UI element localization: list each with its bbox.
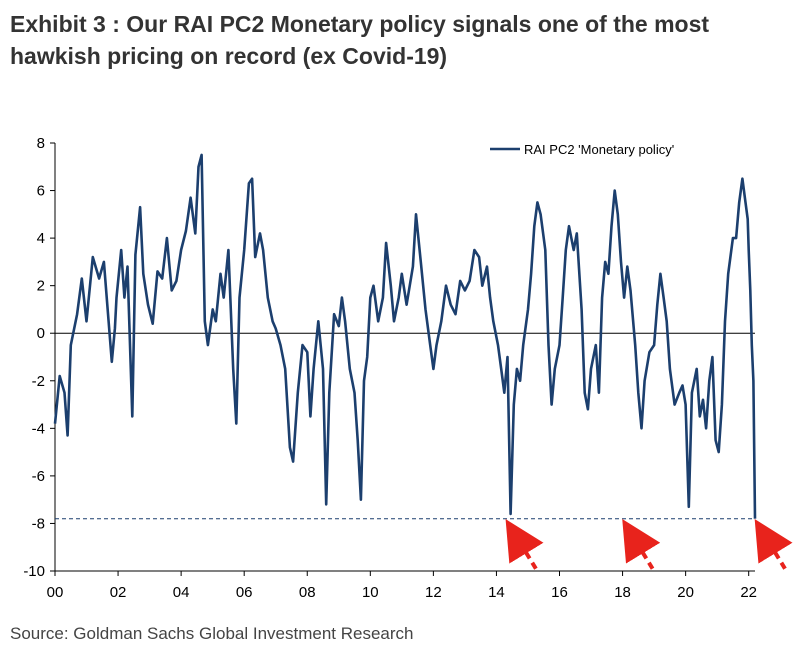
y-tick-label: 6: [37, 183, 45, 200]
y-tick-label: -6: [32, 468, 45, 485]
x-tick-label: 02: [110, 584, 127, 601]
y-tick-label: 2: [37, 278, 45, 295]
x-tick-label: 18: [614, 584, 631, 601]
x-tick-label: 04: [173, 584, 190, 601]
exhibit-title: Exhibit 3 : Our RAI PC2 Monetary policy …: [10, 11, 710, 69]
y-tick-label: 4: [37, 230, 45, 247]
y-tick-label: -2: [32, 373, 45, 390]
annotation-arrow: [622, 519, 661, 570]
annotation-arrow: [505, 519, 544, 570]
source-note: Source: Goldman Sachs Global Investment …: [10, 624, 414, 643]
x-tick-label: 06: [236, 584, 253, 601]
x-tick-label: 10: [362, 584, 379, 601]
series-line: [53, 153, 757, 519]
y-tick-label: -4: [32, 420, 45, 437]
x-tick-label: 00: [47, 584, 64, 601]
y-tick-label: -10: [23, 563, 45, 580]
y-tick-label: -8: [32, 515, 45, 532]
legend-label: RAI PC2 'Monetary policy': [524, 142, 674, 157]
annotation-arrow: [754, 519, 793, 570]
x-tick-label: 14: [488, 584, 505, 601]
x-tick-label: 12: [425, 584, 442, 601]
x-tick-label: 08: [299, 584, 316, 601]
x-tick-label: 22: [740, 584, 757, 601]
y-tick-label: 0: [37, 325, 45, 342]
x-tick-label: 16: [551, 584, 568, 601]
legend: RAI PC2 'Monetary policy': [490, 142, 674, 157]
x-tick-label: 20: [677, 584, 694, 601]
y-tick-label: 8: [37, 135, 45, 152]
